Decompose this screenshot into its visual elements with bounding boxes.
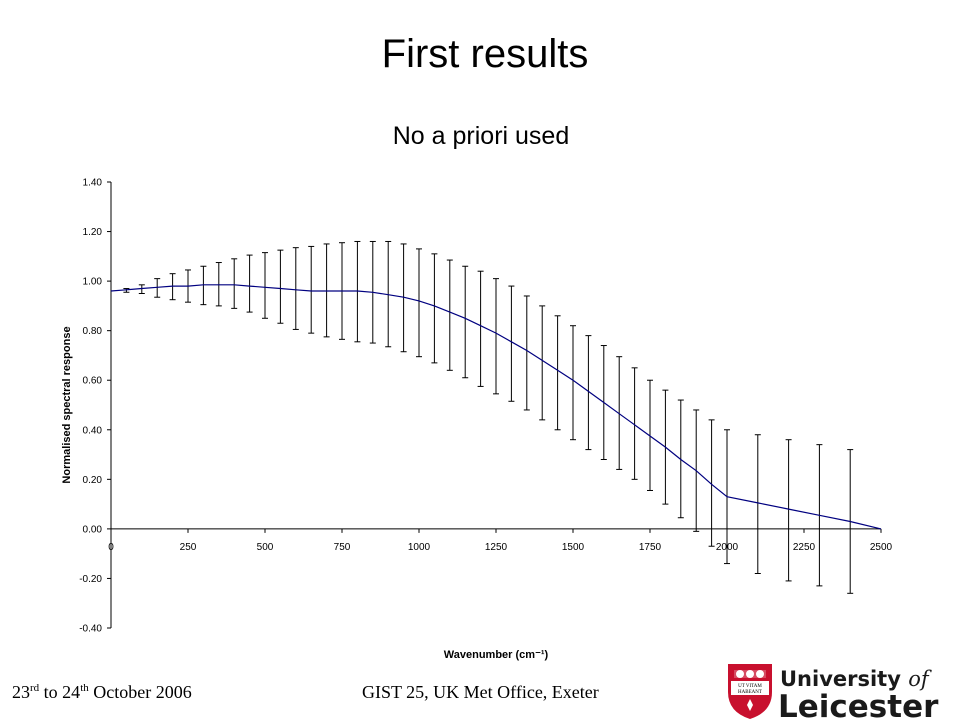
series-line	[110, 284, 882, 530]
y-tick-label: -0.20	[79, 574, 102, 585]
logo-motto-line1: UT VITAM	[738, 684, 762, 689]
y-tick-label: 0.00	[83, 524, 103, 535]
footer-date-sup2: th	[80, 682, 89, 694]
y-tick-label: -0.40	[79, 624, 102, 635]
x-tick-label: 2500	[870, 542, 893, 553]
x-tick-label: 0	[108, 542, 114, 553]
x-tick-label: 1750	[639, 542, 662, 553]
y-tick-label: 1.00	[83, 277, 103, 288]
error-bars	[123, 240, 854, 594]
x-tick-label: 1000	[408, 542, 431, 553]
x-tick-label: 1500	[562, 542, 585, 553]
slide-subtitle: No a priori used	[392, 122, 570, 150]
x-tick-label: 2250	[793, 542, 816, 553]
svg-text:University of: University of	[780, 667, 932, 691]
footer-date: 23rd to 24th October 2006	[12, 682, 192, 703]
y-tick-label: 1.20	[83, 227, 103, 238]
footer-date-rest: October 2006	[88, 682, 192, 702]
y-tick-label: 0.60	[83, 376, 103, 387]
logo-leicester-word: Leicester	[778, 689, 939, 720]
slide-title: First results	[381, 32, 589, 76]
logo-of-word: of	[908, 667, 932, 691]
footer-date-sup1: rd	[30, 682, 40, 694]
logo-university-word: University	[780, 667, 901, 691]
x-tick-label: 500	[257, 542, 274, 553]
tick-labels: -0.40 -0.20 0.00 0.20 0.40 0.60 0.80 1.00 1.20 1.…	[79, 178, 892, 635]
chart-axes	[107, 181, 882, 629]
footer-date-day1: 23	[12, 682, 30, 702]
footer-event: GIST 25, UK Met Office, Exeter	[362, 682, 599, 702]
y-tick-label: 0.80	[83, 326, 103, 337]
x-tick-label: 1250	[485, 542, 508, 553]
x-tick-label: 250	[180, 542, 197, 553]
x-tick-label: 2000	[716, 542, 739, 553]
y-tick-label: 0.40	[83, 425, 103, 436]
series-line-group	[110, 284, 882, 530]
logo-motto-line2: HABEANT	[738, 690, 762, 695]
x-axis-label: Wavenumber (cm⁻¹)	[444, 649, 549, 661]
x-tick-label: 750	[334, 542, 351, 553]
footer-date-day2: to 24	[39, 682, 81, 702]
y-tick-label: 0.20	[83, 475, 103, 486]
y-axis-label: Normalised spectral response	[61, 326, 73, 483]
university-logo: UT VITAM HABEANT University of Leicester	[728, 664, 939, 720]
university-shield-icon: UT VITAM HABEANT	[728, 664, 772, 719]
y-tick-label: 1.40	[83, 178, 103, 189]
